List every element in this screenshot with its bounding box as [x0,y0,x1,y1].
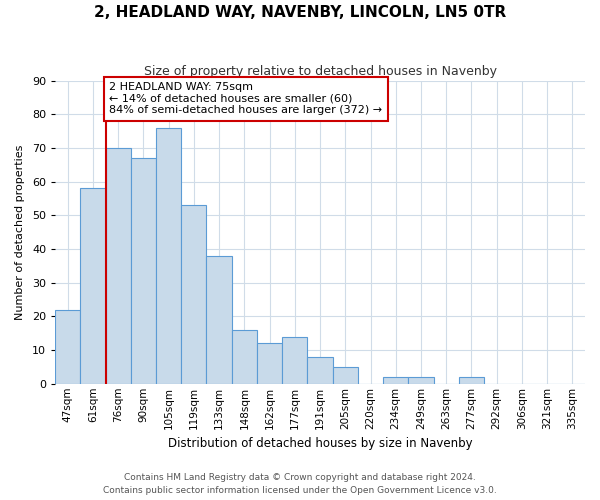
Bar [332,367,358,384]
Text: Contains HM Land Registry data © Crown copyright and database right 2024.
Contai: Contains HM Land Registry data © Crown c… [103,473,497,495]
Bar [106,148,131,384]
Bar [131,158,156,384]
Bar [181,205,206,384]
Text: 2, HEADLAND WAY, NAVENBY, LINCOLN, LN5 0TR: 2, HEADLAND WAY, NAVENBY, LINCOLN, LN5 0… [94,5,506,20]
Bar [206,256,232,384]
Bar [257,344,282,384]
Bar [282,336,307,384]
Bar [383,377,409,384]
Bar [307,357,332,384]
Bar [409,377,434,384]
Title: Size of property relative to detached houses in Navenby: Size of property relative to detached ho… [143,65,497,78]
Bar [459,377,484,384]
X-axis label: Distribution of detached houses by size in Navenby: Distribution of detached houses by size … [168,437,472,450]
Text: 2 HEADLAND WAY: 75sqm
← 14% of detached houses are smaller (60)
84% of semi-deta: 2 HEADLAND WAY: 75sqm ← 14% of detached … [109,82,382,116]
Bar [80,188,106,384]
Bar [156,128,181,384]
Bar [232,330,257,384]
Bar [55,310,80,384]
Y-axis label: Number of detached properties: Number of detached properties [15,144,25,320]
